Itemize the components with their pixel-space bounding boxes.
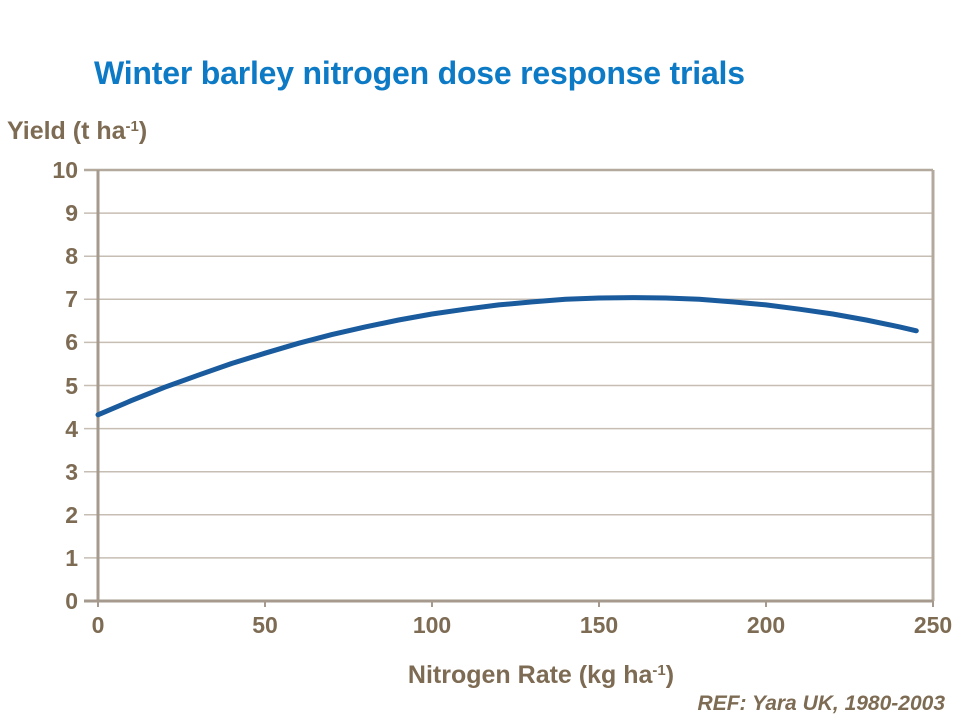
y-tick-label: 9 <box>65 200 78 227</box>
y-tick-label: 4 <box>65 415 78 442</box>
y-tick-label: 3 <box>65 458 78 485</box>
x-tick-label: 50 <box>252 612 278 638</box>
x-axis-title: Nitrogen Rate (kg ha-1) <box>291 661 791 690</box>
y-tick-label: 10 <box>52 157 78 183</box>
y-tick-label: 7 <box>65 286 78 313</box>
x-axis-title-text: Nitrogen Rate (kg ha <box>407 661 653 689</box>
y-tick-label: 1 <box>65 544 78 571</box>
y-axis-title-suffix: ) <box>138 117 148 145</box>
x-axis-title-suffix: ) <box>665 661 675 689</box>
x-tick-label: 250 <box>913 612 953 638</box>
y-axis-superscript: -1 <box>125 117 139 135</box>
y-tick-label: 5 <box>65 372 78 399</box>
y-tick-label: 8 <box>65 243 78 270</box>
y-axis-title: Yield (t ha-1) <box>7 117 147 146</box>
x-tick-label: 200 <box>746 612 786 638</box>
yield-response-curve <box>95 295 919 418</box>
chart-title: Winter barley nitrogen dose response tri… <box>94 55 745 91</box>
x-tick-label: 150 <box>579 612 619 638</box>
reference-note: REF: Yara UK, 1980-2003 <box>698 692 945 716</box>
x-tick-label: 100 <box>412 612 452 638</box>
y-tick-label: 0 <box>65 588 78 614</box>
y-axis-title-text: Yield (t ha <box>7 117 126 145</box>
reference-note-text: REF: Yara UK, 1980-2003 <box>697 692 945 715</box>
y-tick-label: 6 <box>65 329 78 356</box>
y-tick-label: 2 <box>65 501 78 528</box>
x-tick-label: 0 <box>91 612 105 638</box>
x-axis-superscript: -1 <box>652 661 666 679</box>
